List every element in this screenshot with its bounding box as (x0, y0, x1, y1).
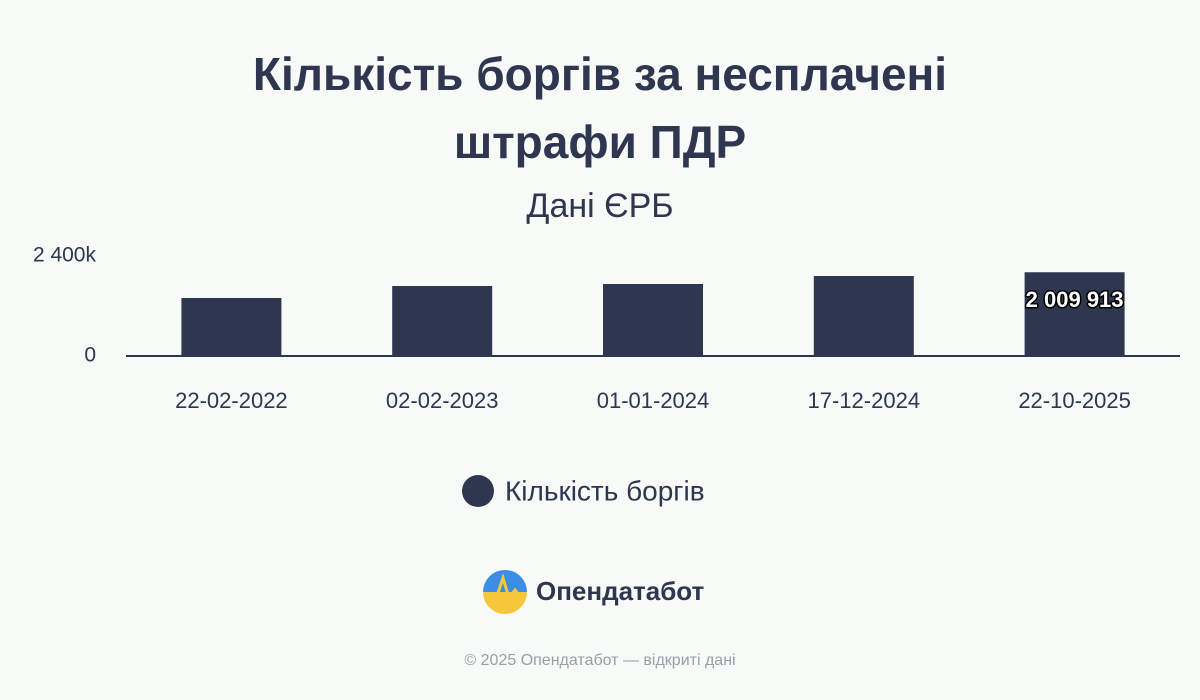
bar (392, 286, 493, 356)
x-tick-label: 01-01-2024 (597, 388, 710, 413)
x-tick-label: 22-10-2025 (1018, 388, 1131, 413)
x-tick-label: 02-02-2023 (386, 388, 499, 413)
bar (603, 284, 703, 356)
logo-mark (486, 573, 525, 602)
legend-label: Кількість боргів (505, 475, 705, 506)
logo-icon (483, 570, 527, 614)
bar (1024, 272, 1125, 356)
logo-text: Опендатабот (536, 576, 705, 606)
x-tick-label: 22-02-2022 (175, 388, 288, 413)
footer: © 2025 Опендатабот — відкриті дані (464, 652, 736, 669)
y-tick-label: 2 400k (33, 244, 97, 267)
bar (181, 298, 282, 356)
bar (813, 276, 914, 356)
legend-marker (462, 475, 494, 507)
x-tick-label: 17-12-2024 (808, 388, 921, 413)
chart-subtitle: Дані ЄРБ (526, 187, 674, 225)
chart-title: Кількість боргів за несплачені штрафи ПД… (252, 48, 948, 168)
y-tick-label: 0 (84, 344, 96, 367)
data-label: 2 009 913 (1026, 287, 1124, 312)
